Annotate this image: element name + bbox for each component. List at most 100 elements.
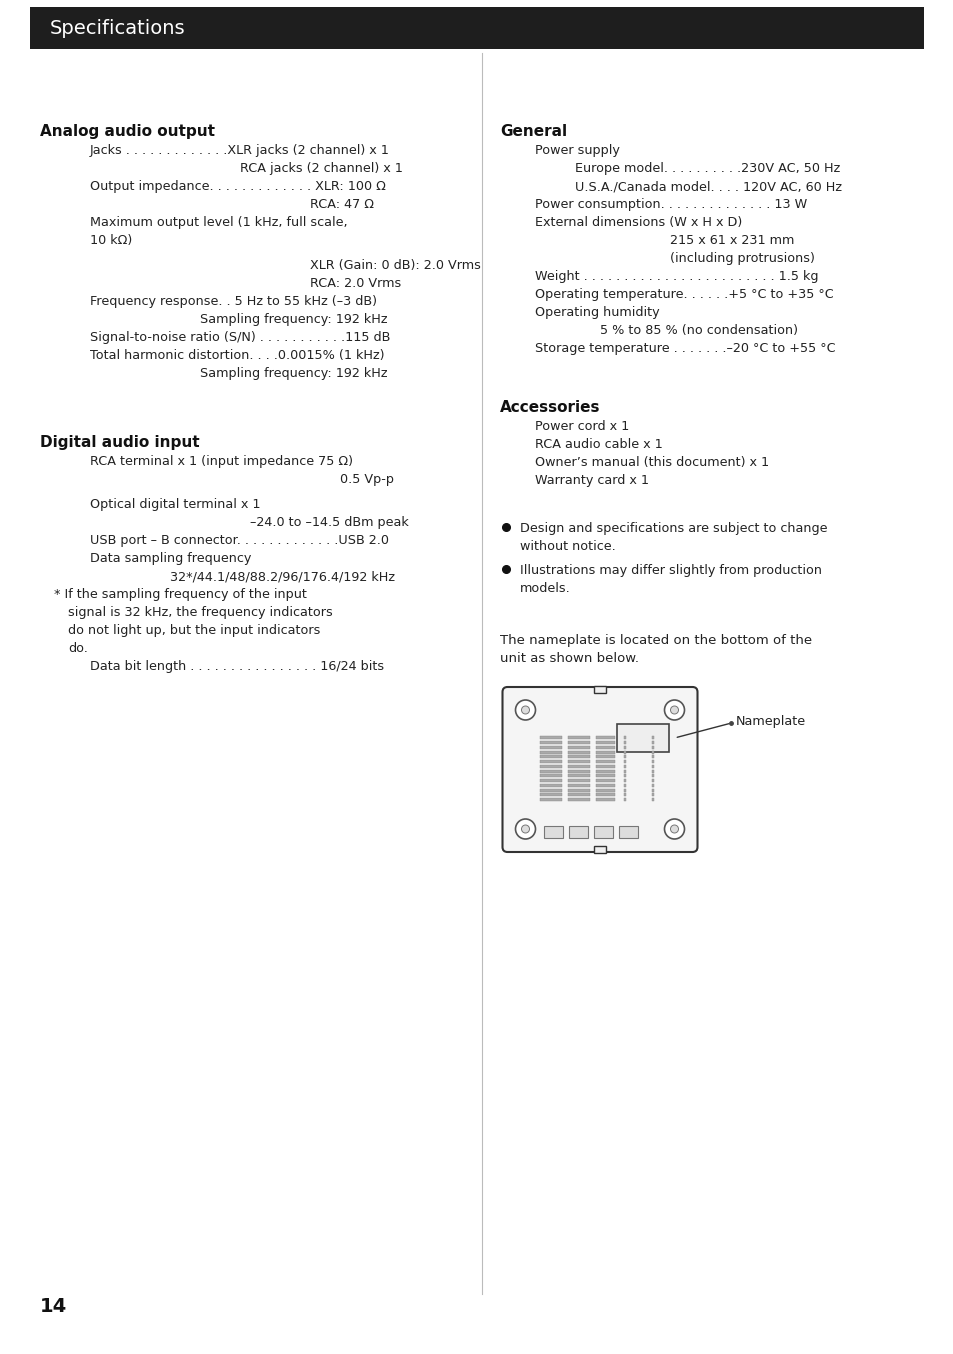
Text: unit as shown below.: unit as shown below.: [499, 653, 639, 665]
Text: Data sampling frequency: Data sampling frequency: [90, 552, 251, 566]
Text: Warranty card x 1: Warranty card x 1: [535, 474, 648, 487]
Bar: [624, 779, 626, 783]
Bar: [568, 737, 590, 739]
Bar: [540, 793, 562, 796]
Bar: [624, 756, 626, 758]
Bar: [652, 788, 654, 792]
Text: RCA: 2.0 Vrms: RCA: 2.0 Vrms: [310, 278, 401, 290]
Bar: [624, 750, 626, 754]
Text: Europe model. . . . . . . . . .230V AC, 50 Hz: Europe model. . . . . . . . . .230V AC, …: [575, 162, 840, 175]
Bar: [596, 769, 615, 773]
FancyBboxPatch shape: [543, 826, 562, 838]
Bar: [624, 737, 626, 739]
Text: RCA: 47 Ω: RCA: 47 Ω: [310, 198, 374, 211]
Text: 10 kΩ): 10 kΩ): [90, 234, 132, 246]
Circle shape: [670, 705, 678, 714]
Circle shape: [664, 819, 684, 839]
Bar: [596, 756, 615, 758]
Text: Sampling frequency: 192 kHz: Sampling frequency: 192 kHz: [200, 367, 387, 380]
Text: 32*/44.1/48/88.2/96/176.4/192 kHz: 32*/44.1/48/88.2/96/176.4/192 kHz: [170, 570, 395, 584]
Text: models.: models.: [519, 582, 570, 594]
Bar: [568, 784, 590, 787]
Text: Owner’s manual (this document) x 1: Owner’s manual (this document) x 1: [535, 456, 768, 468]
Bar: [624, 746, 626, 749]
Bar: [624, 760, 626, 764]
Text: USB port – B connector. . . . . . . . . . . . .USB 2.0: USB port – B connector. . . . . . . . . …: [90, 535, 389, 547]
Bar: [540, 774, 562, 777]
Bar: [652, 769, 654, 773]
Bar: [652, 746, 654, 749]
Text: Storage temperature . . . . . . .–20 °C to +55 °C: Storage temperature . . . . . . .–20 °C …: [535, 343, 835, 355]
Bar: [540, 779, 562, 783]
Text: do not light up, but the input indicators: do not light up, but the input indicator…: [68, 624, 320, 638]
Text: Specifications: Specifications: [50, 19, 186, 38]
Bar: [624, 793, 626, 796]
Text: Signal-to-noise ratio (S/N) . . . . . . . . . . .115 dB: Signal-to-noise ratio (S/N) . . . . . . …: [90, 332, 390, 344]
Text: XLR (Gain: 0 dB): 2.0 Vrms: XLR (Gain: 0 dB): 2.0 Vrms: [310, 259, 480, 272]
Text: (including protrusions): (including protrusions): [669, 252, 814, 265]
Bar: [652, 765, 654, 768]
Bar: [568, 774, 590, 777]
Bar: [596, 746, 615, 749]
Bar: [596, 760, 615, 764]
Bar: [652, 737, 654, 739]
Text: Maximum output level (1 kHz, full scale,: Maximum output level (1 kHz, full scale,: [90, 217, 347, 229]
Bar: [540, 737, 562, 739]
Text: 5 % to 85 % (no condensation): 5 % to 85 % (no condensation): [599, 324, 797, 337]
Text: RCA jacks (2 channel) x 1: RCA jacks (2 channel) x 1: [240, 162, 402, 175]
Text: Digital audio input: Digital audio input: [40, 435, 199, 450]
Bar: [596, 750, 615, 754]
Bar: [540, 760, 562, 764]
Bar: [540, 788, 562, 792]
Text: U.S.A./Canada model. . . . 120V AC, 60 Hz: U.S.A./Canada model. . . . 120V AC, 60 H…: [575, 180, 841, 194]
Text: Optical digital terminal x 1: Optical digital terminal x 1: [90, 498, 260, 512]
Bar: [594, 846, 605, 853]
Text: Illustrations may differ slightly from production: Illustrations may differ slightly from p…: [519, 565, 821, 577]
Bar: [624, 774, 626, 777]
Circle shape: [664, 700, 684, 720]
Text: Jacks . . . . . . . . . . . . .XLR jacks (2 channel) x 1: Jacks . . . . . . . . . . . . .XLR jacks…: [90, 144, 390, 157]
Text: Frequency response. . 5 Hz to 55 kHz (–3 dB): Frequency response. . 5 Hz to 55 kHz (–3…: [90, 295, 376, 309]
Text: Design and specifications are subject to change: Design and specifications are subject to…: [519, 523, 826, 535]
FancyBboxPatch shape: [618, 826, 638, 838]
FancyBboxPatch shape: [594, 826, 613, 838]
Circle shape: [670, 825, 678, 833]
Text: signal is 32 kHz, the frequency indicators: signal is 32 kHz, the frequency indicato…: [68, 607, 333, 619]
Bar: [596, 784, 615, 787]
Bar: [624, 741, 626, 745]
Bar: [568, 779, 590, 783]
Bar: [652, 760, 654, 764]
Bar: [624, 765, 626, 768]
Text: External dimensions (W x H x D): External dimensions (W x H x D): [535, 217, 741, 229]
Bar: [596, 737, 615, 739]
Bar: [568, 746, 590, 749]
Text: 14: 14: [40, 1297, 67, 1316]
Bar: [568, 750, 590, 754]
Bar: [596, 741, 615, 745]
Text: Data bit length . . . . . . . . . . . . . . . . 16/24 bits: Data bit length . . . . . . . . . . . . …: [90, 661, 384, 673]
Circle shape: [515, 700, 535, 720]
Bar: [596, 765, 615, 768]
Bar: [540, 746, 562, 749]
Bar: [624, 769, 626, 773]
Bar: [540, 756, 562, 758]
Text: Sampling frequency: 192 kHz: Sampling frequency: 192 kHz: [200, 313, 387, 326]
Circle shape: [521, 825, 529, 833]
Text: –24.0 to –14.5 dBm peak: –24.0 to –14.5 dBm peak: [250, 516, 408, 529]
Bar: [652, 741, 654, 745]
Text: The nameplate is located on the bottom of the: The nameplate is located on the bottom o…: [499, 634, 811, 647]
Bar: [594, 686, 605, 693]
Text: Total harmonic distortion. . . .0.0015% (1 kHz): Total harmonic distortion. . . .0.0015% …: [90, 349, 384, 363]
Bar: [652, 774, 654, 777]
Bar: [624, 798, 626, 802]
Bar: [652, 798, 654, 802]
Bar: [540, 798, 562, 802]
Bar: [596, 774, 615, 777]
Bar: [652, 793, 654, 796]
Circle shape: [515, 819, 535, 839]
Text: Nameplate: Nameplate: [735, 715, 804, 727]
Bar: [596, 788, 615, 792]
Bar: [568, 798, 590, 802]
Bar: [540, 765, 562, 768]
Bar: [540, 750, 562, 754]
